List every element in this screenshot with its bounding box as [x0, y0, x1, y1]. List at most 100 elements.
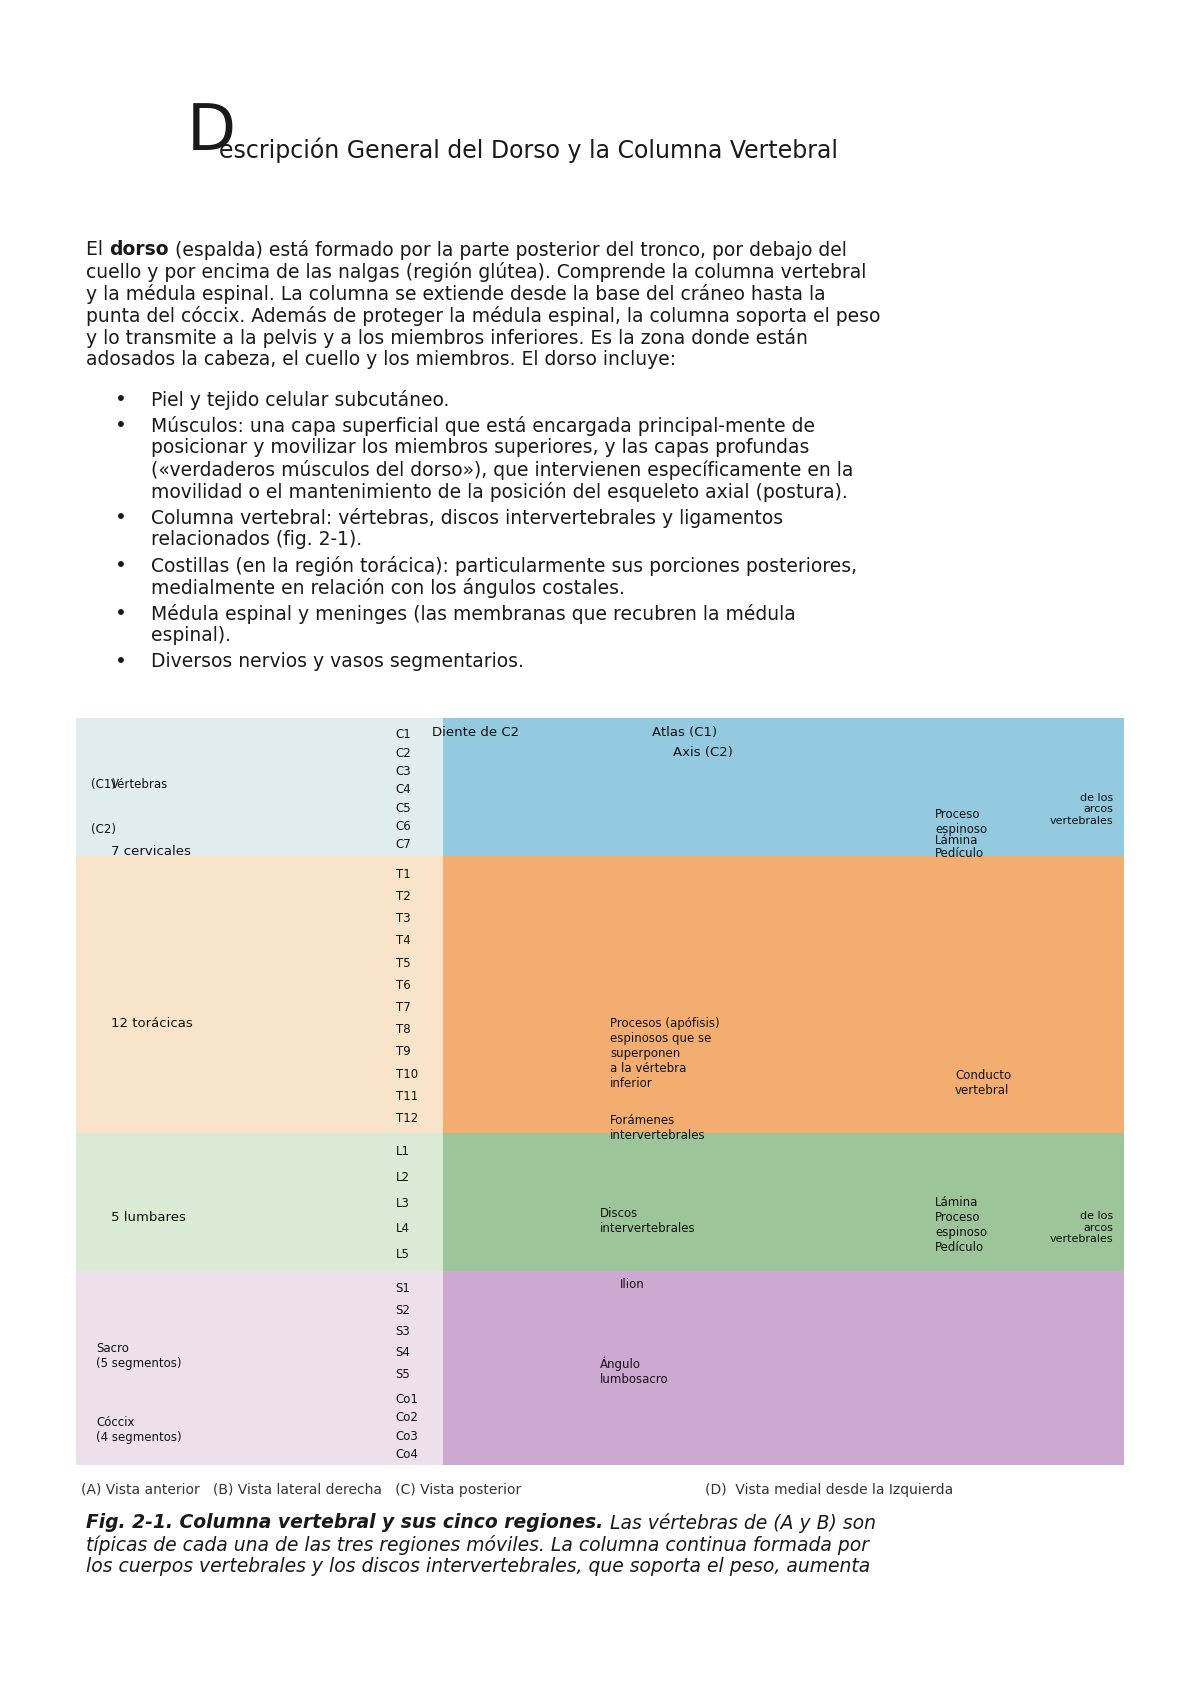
Text: Columna vertebral: vértebras, discos intervertebrales y ligamentos: Columna vertebral: vértebras, discos int…	[151, 508, 784, 528]
Polygon shape	[77, 1133, 443, 1270]
Text: Las vértebras de (A y B) son: Las vértebras de (A y B) son	[604, 1513, 876, 1533]
Text: L4: L4	[396, 1223, 409, 1234]
Polygon shape	[77, 718, 443, 856]
Text: Piel y tejido celular subcutáneo.: Piel y tejido celular subcutáneo.	[151, 391, 450, 409]
Text: 7 cervicales: 7 cervicales	[112, 846, 191, 857]
Text: C4: C4	[396, 783, 412, 796]
Text: Atlas (C1): Atlas (C1)	[653, 727, 718, 739]
Text: L3: L3	[396, 1197, 409, 1209]
Text: L5: L5	[396, 1248, 409, 1262]
Text: •: •	[115, 391, 127, 409]
Text: T8: T8	[396, 1024, 410, 1036]
Text: Forámenes
intervertebrales: Forámenes intervertebrales	[610, 1114, 706, 1143]
Text: (C2): (C2)	[91, 822, 116, 835]
Text: (espalda) está formado por la parte posterior del tronco, por debajo del: (espalda) está formado por la parte post…	[169, 239, 847, 260]
Text: T4: T4	[396, 934, 410, 947]
Text: S2: S2	[396, 1304, 410, 1316]
Text: los cuerpos vertebrales y los discos intervertebrales, que soporta el peso, aume: los cuerpos vertebrales y los discos int…	[86, 1557, 871, 1576]
Text: de los
arcos
vertebrales: de los arcos vertebrales	[1050, 793, 1114, 825]
Text: Proceso: Proceso	[935, 1211, 980, 1224]
Text: D: D	[186, 100, 235, 163]
Text: espinal).: espinal).	[151, 627, 232, 645]
Text: Vértebras: Vértebras	[112, 778, 169, 791]
Polygon shape	[443, 1270, 1123, 1465]
Text: •: •	[115, 416, 127, 435]
Text: («verdaderos músculos del dorso»), que intervienen específicamente en la: («verdaderos músculos del dorso»), que i…	[151, 460, 853, 481]
Text: T2: T2	[396, 890, 410, 903]
Text: S4: S4	[396, 1347, 410, 1360]
Text: •: •	[115, 652, 127, 671]
Text: escripción General del Dorso y la Columna Vertebral: escripción General del Dorso y la Column…	[220, 138, 839, 163]
Text: Discos
intervertebrales: Discos intervertebrales	[600, 1207, 696, 1234]
Text: movilidad o el mantenimiento de la posición del esqueleto axial (postura).: movilidad o el mantenimiento de la posic…	[151, 482, 848, 503]
Text: 12 torácicas: 12 torácicas	[112, 1017, 193, 1029]
Text: típicas de cada una de las tres regiones móviles. La columna continua formada po: típicas de cada una de las tres regiones…	[86, 1535, 869, 1555]
Polygon shape	[443, 718, 1123, 856]
Text: Fig. 2-1. Columna vertebral y sus cinco regiones.: Fig. 2-1. Columna vertebral y sus cinco …	[86, 1513, 604, 1532]
Text: Cóccix
(4 segmentos): Cóccix (4 segmentos)	[96, 1416, 182, 1445]
Text: C7: C7	[396, 839, 412, 851]
Text: T1: T1	[396, 868, 410, 881]
Text: y la médula espinal. La columna se extiende desde la base del cráneo hasta la: y la médula espinal. La columna se extie…	[86, 284, 826, 304]
Text: dorso: dorso	[109, 239, 169, 260]
Text: T9: T9	[396, 1046, 410, 1058]
Text: C2: C2	[396, 747, 412, 759]
Text: Co4: Co4	[396, 1448, 419, 1462]
Polygon shape	[443, 1133, 1123, 1270]
Text: T10: T10	[396, 1068, 418, 1080]
Text: posicionar y movilizar los miembros superiores, y las capas profundas: posicionar y movilizar los miembros supe…	[151, 438, 810, 457]
Text: punta del cóccix. Además de proteger la médula espinal, la columna soporta el pe: punta del cóccix. Además de proteger la …	[86, 306, 881, 326]
Text: Proceso
espinoso: Proceso espinoso	[935, 808, 988, 835]
Text: C3: C3	[396, 766, 412, 778]
Text: y lo transmite a la pelvis y a los miembros inferiores. Es la zona donde están: y lo transmite a la pelvis y a los miemb…	[86, 328, 809, 348]
Text: cuello y por encima de las nalgas (región glútea). Comprende la columna vertebra: cuello y por encima de las nalgas (regió…	[86, 261, 866, 282]
Text: T12: T12	[396, 1112, 418, 1126]
Text: de los
arcos
vertebrales: de los arcos vertebrales	[1050, 1211, 1114, 1245]
Text: T3: T3	[396, 912, 410, 925]
Text: Co2: Co2	[396, 1411, 419, 1425]
Text: Costillas (en la región torácica): particularmente sus porciones posteriores,: Costillas (en la región torácica): parti…	[151, 555, 858, 576]
Text: (D)  Vista medial desde la Izquierda: (D) Vista medial desde la Izquierda	[704, 1482, 953, 1498]
Text: T11: T11	[396, 1090, 418, 1102]
Text: Sacro
(5 segmentos): Sacro (5 segmentos)	[96, 1341, 182, 1370]
Text: Co1: Co1	[396, 1392, 419, 1406]
Text: El: El	[86, 239, 109, 260]
Text: T5: T5	[396, 956, 410, 970]
Text: Conducto
vertebral: Conducto vertebral	[955, 1070, 1012, 1097]
Text: Pedículo: Pedículo	[935, 847, 984, 861]
Text: T6: T6	[396, 978, 410, 992]
Text: medialmente en relación con los ángulos costales.: medialmente en relación con los ángulos …	[151, 577, 625, 598]
Text: S1: S1	[396, 1282, 410, 1296]
Text: espinoso: espinoso	[935, 1226, 988, 1240]
Text: Axis (C2): Axis (C2)	[673, 745, 733, 759]
Text: L1: L1	[396, 1144, 409, 1158]
Text: •: •	[115, 508, 127, 526]
Text: Diente de C2: Diente de C2	[432, 727, 520, 739]
Text: Pedículo: Pedículo	[935, 1241, 984, 1253]
Text: •: •	[115, 604, 127, 623]
Polygon shape	[77, 1270, 443, 1465]
Text: S5: S5	[396, 1367, 410, 1380]
Text: Médula espinal y meninges (las membranas que recubren la médula: Médula espinal y meninges (las membranas…	[151, 604, 796, 623]
Text: S3: S3	[396, 1324, 410, 1338]
Text: Procesos (apófisis)
espinosos que se
superponen
a la vértebra
inferior: Procesos (apófisis) espinosos que se sup…	[610, 1017, 720, 1090]
Text: •: •	[115, 555, 127, 576]
Text: C5: C5	[396, 801, 412, 815]
Text: Ilion: Ilion	[620, 1279, 644, 1290]
Text: Lámina: Lámina	[935, 834, 978, 847]
Text: Músculos: una capa superficial que está encargada principal-mente de: Músculos: una capa superficial que está …	[151, 416, 816, 436]
Text: C1: C1	[396, 728, 412, 742]
Text: Diversos nervios y vasos segmentarios.: Diversos nervios y vasos segmentarios.	[151, 652, 524, 671]
Text: L2: L2	[396, 1172, 409, 1184]
Text: (C1): (C1)	[91, 778, 116, 791]
Text: adosados la cabeza, el cuello y los miembros. El dorso incluye:: adosados la cabeza, el cuello y los miem…	[86, 350, 677, 368]
Text: relacionados (fig. 2-1).: relacionados (fig. 2-1).	[151, 530, 362, 548]
Text: 5 lumbares: 5 lumbares	[112, 1211, 186, 1224]
Text: Co3: Co3	[396, 1430, 419, 1443]
Text: Lámina: Lámina	[935, 1195, 978, 1209]
Text: (A) Vista anterior   (B) Vista lateral derecha   (C) Vista posterior: (A) Vista anterior (B) Vista lateral der…	[82, 1482, 522, 1498]
Polygon shape	[77, 856, 443, 1133]
Polygon shape	[443, 856, 1123, 1133]
Polygon shape	[77, 718, 1123, 1465]
Text: Ángulo
lumbosacro: Ángulo lumbosacro	[600, 1357, 668, 1386]
